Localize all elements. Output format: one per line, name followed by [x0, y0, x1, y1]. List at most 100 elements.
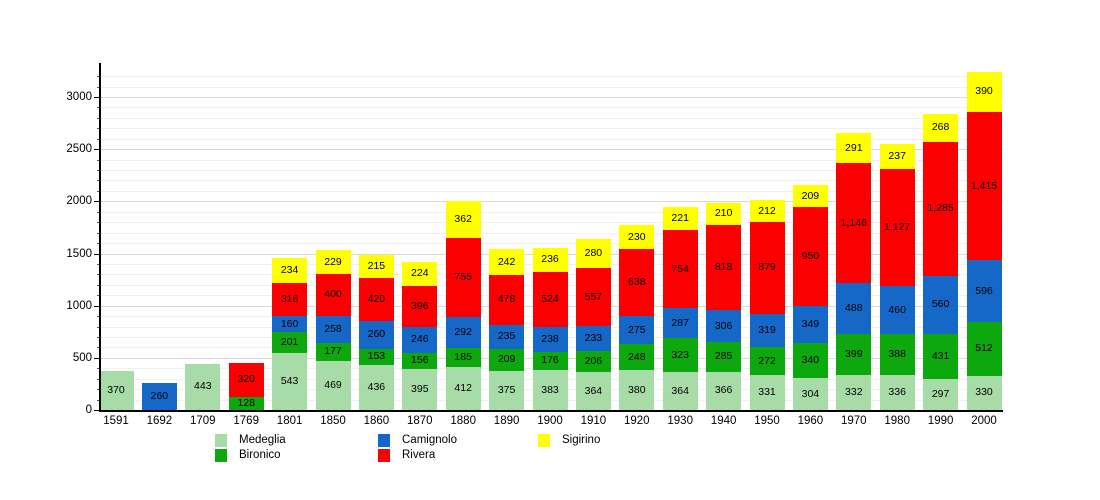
- minor-gridline: [100, 180, 1003, 182]
- bar-segment-camignolo: [706, 310, 742, 343]
- minor-gridline: [100, 243, 1003, 245]
- bar-segment-rivera: [706, 224, 742, 311]
- major-gridline: [100, 201, 1003, 203]
- bar-segment-bironico: [662, 338, 698, 372]
- y-axis-minor-tick: [97, 86, 100, 88]
- legend-swatch-camignolo: [378, 434, 390, 447]
- legend-swatch-bironico: [215, 449, 227, 462]
- legend-swatch-sigirino: [538, 434, 550, 447]
- bar-value-label: 224: [411, 267, 429, 280]
- bar-value-label: 304: [801, 387, 820, 400]
- bar-segment-sigirino: [402, 262, 438, 286]
- bar-segment-bironico: [228, 396, 264, 410]
- major-gridline: [100, 97, 1003, 98]
- x-tick-label: 1900: [537, 415, 563, 427]
- bar-value-label: 248: [628, 350, 646, 363]
- bar-segment-camignolo: [792, 306, 828, 343]
- bar-segment-rivera: [879, 168, 915, 287]
- bar-value-label: 879: [758, 261, 776, 274]
- bar-segment-rivera: [532, 272, 568, 327]
- legend-label-rivera: Rivera: [402, 449, 436, 461]
- bar-value-label: 320: [237, 373, 255, 386]
- legend-label-camignolo: Camignolo: [402, 434, 457, 446]
- bar-value-label: 210: [714, 207, 733, 220]
- bar-value-label: 1,146: [840, 216, 867, 229]
- bar-value-label: 1,415: [970, 179, 998, 192]
- minor-gridline: [100, 86, 1003, 88]
- bar-value-label: 420: [367, 293, 386, 305]
- bar-value-label: 287: [671, 316, 689, 329]
- y-axis-tick: [94, 149, 100, 151]
- bar-segment-bironico: [358, 348, 394, 365]
- bar-segment-medeglia: [575, 372, 611, 410]
- bar-segment-camignolo: [402, 326, 438, 353]
- bar-value-label: 260: [150, 389, 169, 402]
- bar-value-label: 268: [931, 121, 950, 134]
- bar-value-label: 331: [758, 386, 776, 399]
- bar-value-label: 221: [671, 211, 689, 224]
- bar-segment-sigirino: [575, 238, 611, 269]
- bar-value-label: 412: [454, 382, 472, 394]
- minor-gridline: [100, 138, 1003, 140]
- y-axis-minor-tick: [97, 263, 100, 265]
- bar-segment-medeglia: [619, 370, 655, 410]
- bar-value-label: 275: [628, 323, 646, 336]
- x-tick-label: 1591: [103, 415, 129, 427]
- y-axis-minor-tick: [97, 232, 100, 234]
- y-tick-label: 0: [85, 404, 92, 416]
- bar-segment-rivera: [315, 273, 351, 316]
- x-tick-label: 1870: [407, 415, 433, 427]
- bar-segment-sigirino: [662, 206, 698, 230]
- bar-value-label: 399: [845, 348, 863, 361]
- bar-segment-medeglia: [923, 379, 959, 410]
- y-axis-minor-tick: [97, 347, 100, 349]
- bar-segment-sigirino: [923, 113, 959, 142]
- bar-segment-camignolo: [532, 326, 568, 352]
- bar-segment-sigirino: [966, 71, 1002, 113]
- bar-value-label: 380: [628, 383, 646, 396]
- bar-value-label: 237: [888, 150, 906, 163]
- bar-segment-sigirino: [792, 185, 828, 208]
- bar-value-label: 292: [454, 325, 472, 338]
- minor-gridline: [100, 128, 1003, 130]
- bar-segment-medeglia: [98, 371, 134, 410]
- minor-gridline: [100, 232, 1003, 234]
- y-axis-minor-tick: [97, 243, 100, 245]
- bar-segment-sigirino: [879, 144, 915, 169]
- bar-value-label: 160: [280, 317, 299, 330]
- y-axis-minor-tick: [97, 316, 100, 318]
- x-tick-label: 1692: [146, 415, 173, 427]
- bar-segment-sigirino: [272, 258, 308, 283]
- bar-segment-rivera: [489, 274, 525, 325]
- y-axis-tick: [94, 305, 100, 307]
- bar-segment-medeglia: [836, 375, 872, 410]
- x-tick-label: 1801: [276, 415, 303, 427]
- bar-segment-medeglia: [185, 363, 221, 410]
- bar-segment-bironico: [402, 352, 438, 369]
- bar-segment-sigirino: [836, 132, 872, 164]
- y-axis-minor-tick: [97, 107, 100, 109]
- bar-segment-bironico: [532, 351, 568, 371]
- bar-segment-rivera: [966, 112, 1002, 260]
- bar-value-label: 370: [107, 384, 125, 397]
- bar-value-label: 332: [845, 386, 863, 399]
- bar-value-label: 340: [801, 354, 820, 367]
- bar-value-label: 375: [497, 383, 516, 396]
- bar-value-label: 297: [931, 388, 950, 400]
- bar-segment-bironico: [619, 344, 655, 371]
- bar-segment-medeglia: [749, 375, 785, 410]
- bar-segment-rivera: [358, 277, 394, 322]
- y-axis-minor-tick: [97, 368, 100, 370]
- bar-segment-medeglia: [402, 368, 438, 410]
- bar-value-label: 209: [801, 189, 820, 202]
- minor-gridline: [100, 211, 1003, 213]
- bar-segment-sigirino: [532, 247, 568, 273]
- bar-segment-bironico: [792, 342, 828, 379]
- bar-value-label: 209: [497, 353, 516, 366]
- y-axis-minor-tick: [97, 180, 100, 182]
- y-axis-minor-tick: [97, 326, 100, 328]
- bar-segment-camignolo: [315, 315, 351, 343]
- bar-segment-sigirino: [706, 202, 742, 225]
- bar-segment-camignolo: [358, 321, 394, 349]
